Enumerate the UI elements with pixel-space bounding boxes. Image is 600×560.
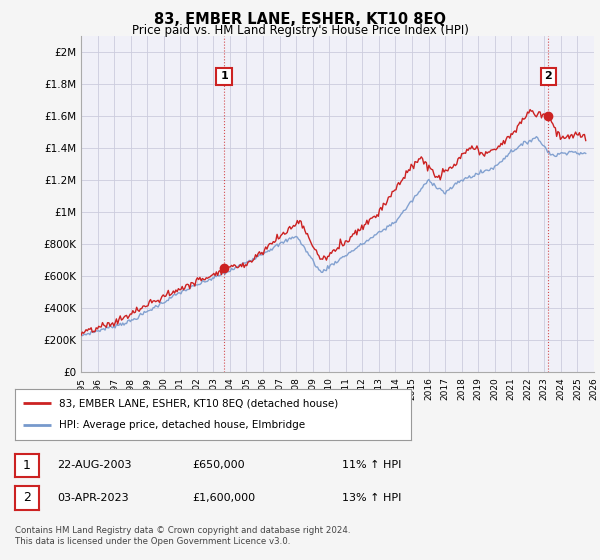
Text: £1,600,000: £1,600,000	[192, 493, 255, 503]
Text: £650,000: £650,000	[192, 460, 245, 470]
Text: Price paid vs. HM Land Registry's House Price Index (HPI): Price paid vs. HM Land Registry's House …	[131, 24, 469, 37]
Text: 2: 2	[23, 491, 31, 505]
Text: 1: 1	[220, 71, 228, 81]
Text: HPI: Average price, detached house, Elmbridge: HPI: Average price, detached house, Elmb…	[59, 421, 305, 431]
Text: Contains HM Land Registry data © Crown copyright and database right 2024.
This d: Contains HM Land Registry data © Crown c…	[15, 526, 350, 546]
Text: 13% ↑ HPI: 13% ↑ HPI	[342, 493, 401, 503]
Text: 2: 2	[545, 71, 553, 81]
Text: 11% ↑ HPI: 11% ↑ HPI	[342, 460, 401, 470]
Text: 83, EMBER LANE, ESHER, KT10 8EQ (detached house): 83, EMBER LANE, ESHER, KT10 8EQ (detache…	[59, 398, 338, 408]
Text: 1: 1	[23, 459, 31, 472]
Text: 03-APR-2023: 03-APR-2023	[57, 493, 128, 503]
Text: 22-AUG-2003: 22-AUG-2003	[57, 460, 131, 470]
Text: 83, EMBER LANE, ESHER, KT10 8EQ: 83, EMBER LANE, ESHER, KT10 8EQ	[154, 12, 446, 27]
